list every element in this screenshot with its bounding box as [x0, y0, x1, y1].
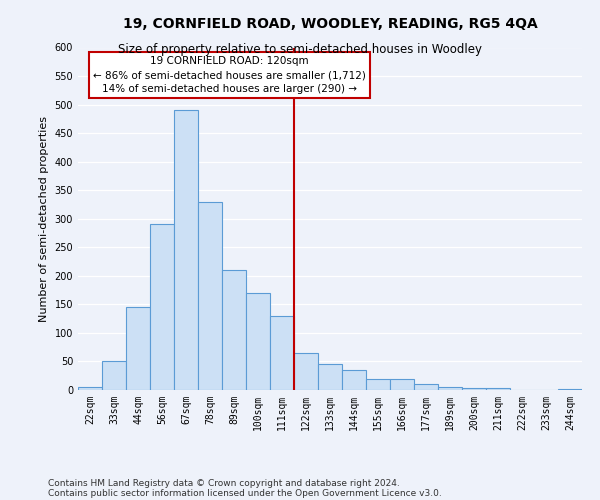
- Bar: [246, 293, 270, 390]
- Bar: [414, 384, 438, 390]
- Text: Size of property relative to semi-detached houses in Woodley: Size of property relative to semi-detach…: [118, 42, 482, 56]
- Bar: [150, 224, 174, 390]
- Bar: [558, 389, 582, 390]
- Text: 19 CORNFIELD ROAD: 120sqm
← 86% of semi-detached houses are smaller (1,712)
14% : 19 CORNFIELD ROAD: 120sqm ← 86% of semi-…: [93, 56, 365, 94]
- Bar: [126, 307, 150, 390]
- Text: Contains public sector information licensed under the Open Government Licence v3: Contains public sector information licen…: [48, 488, 442, 498]
- Bar: [342, 370, 366, 390]
- Bar: [486, 388, 510, 390]
- Bar: [78, 387, 102, 390]
- Bar: [390, 378, 414, 390]
- Title: 19, CORNFIELD ROAD, WOODLEY, READING, RG5 4QA: 19, CORNFIELD ROAD, WOODLEY, READING, RG…: [122, 17, 538, 31]
- Bar: [222, 270, 246, 390]
- Bar: [462, 388, 486, 390]
- Y-axis label: Number of semi-detached properties: Number of semi-detached properties: [39, 116, 49, 322]
- Bar: [270, 316, 294, 390]
- Bar: [198, 202, 222, 390]
- Text: Contains HM Land Registry data © Crown copyright and database right 2024.: Contains HM Land Registry data © Crown c…: [48, 478, 400, 488]
- Bar: [294, 353, 318, 390]
- Bar: [174, 110, 198, 390]
- Bar: [102, 362, 126, 390]
- Bar: [318, 364, 342, 390]
- Bar: [366, 378, 390, 390]
- Bar: [438, 387, 462, 390]
